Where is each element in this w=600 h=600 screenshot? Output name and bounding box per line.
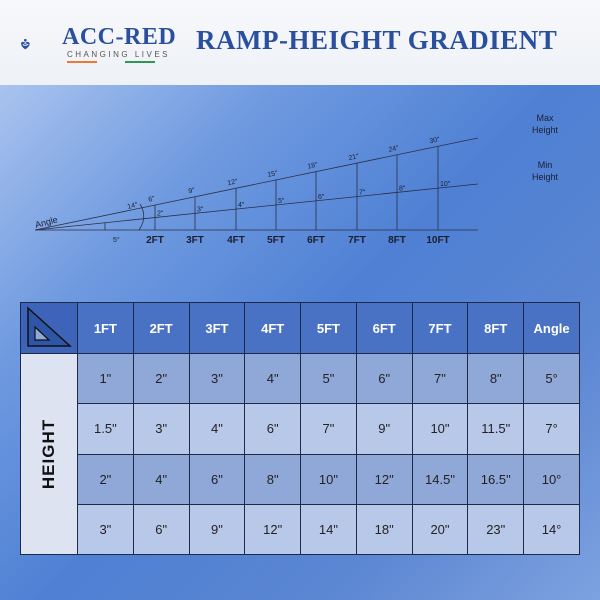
table-cell: 4" (132, 453, 190, 505)
column-header: 3FT (188, 302, 246, 354)
table-cell: 5° (523, 352, 580, 405)
max-label-line1: Max (536, 113, 554, 123)
length-label: 5FT (267, 235, 285, 246)
max-height-label: 18" (307, 162, 319, 171)
column-header: 1FT (77, 302, 134, 354)
table-cell: 9" (188, 503, 246, 556)
length-label: 8FT (388, 235, 406, 246)
max-height-label: 15" (267, 170, 279, 179)
column-header: 7FT (411, 302, 469, 354)
set-square-icon (20, 302, 78, 354)
min-angle-label: 5° (113, 236, 120, 244)
table-cell: 5" (300, 352, 357, 405)
min-height-label: 5" (278, 198, 285, 205)
max-height-label: 30" (429, 136, 441, 145)
row-header-cell: HEIGHT (20, 353, 78, 555)
table-cell: 6" (355, 352, 413, 405)
table-cell: 2" (77, 453, 134, 505)
column-header: Angle (523, 302, 580, 354)
brand-tagline: CHANGING LIVES (67, 50, 171, 59)
length-label: 10FT (426, 235, 449, 246)
table-cell: 6" (132, 503, 190, 556)
row-header-label: HEIGHT (39, 418, 58, 490)
column-header: 5FT (300, 302, 357, 354)
table-cell: 4" (244, 352, 302, 405)
length-label: 6FT (307, 235, 325, 246)
table-row: 1.5" 3" 4" 6" 7" 9" 10" 11.5" 7° (21, 403, 580, 455)
table-cell: 4" (188, 403, 246, 455)
table-cell: 7" (411, 352, 469, 405)
max-height-label: 6" (148, 195, 156, 203)
min-height-label: 6" (318, 194, 325, 201)
max-label-line2: Height (532, 125, 559, 135)
min-height-label: 10" (440, 181, 451, 188)
length-label: 7FT (348, 235, 366, 246)
table-cell: 14.5" (411, 453, 469, 505)
table-cell: 14" (300, 503, 357, 556)
length-label: 4FT (227, 235, 245, 246)
max-height-line (34, 137, 479, 231)
table-header-row: 1FT 2FT 3FT 4FT 5FT 6FT 7FT 8FT Angle (20, 302, 580, 354)
max-height-label: 9" (188, 187, 196, 195)
min-height-label: 8" (399, 185, 406, 192)
table-cell: 12" (355, 453, 413, 505)
tagline-accent-orange (67, 61, 97, 63)
table-cell: 6" (188, 453, 246, 505)
table-cell: 1.5" (77, 403, 134, 455)
table-cell: 9" (355, 403, 413, 455)
min-height-label: 3" (197, 206, 204, 213)
table-row: 2" 4" 6" 8" 10" 12" 14.5" 16.5" 10° (21, 453, 580, 505)
table-cell: 3" (188, 352, 246, 405)
ramp-height-table: 1FT 2FT 3FT 4FT 5FT 6FT 7FT 8FT Angle HE… (20, 302, 580, 556)
column-header: 8FT (467, 302, 525, 354)
table-cell: 14° (523, 503, 580, 556)
table-cell: 12" (244, 503, 302, 556)
min-label-line1: Min (538, 160, 553, 170)
table-cell: 3" (132, 403, 190, 455)
length-label: 2FT (146, 235, 164, 246)
column-header: 6FT (355, 302, 413, 354)
table-cell: 7" (300, 403, 357, 455)
table-cell: 2" (132, 352, 190, 405)
table-cell: 8" (467, 352, 525, 405)
min-height-label: 4" (238, 202, 245, 209)
min-height-label: 7" (359, 190, 366, 197)
table-cell: 10" (411, 403, 469, 455)
max-height-label: 21" (348, 153, 360, 162)
tagline-accent-green (125, 61, 155, 63)
table-row: HEIGHT 1" 2" 3" 4" 5" 6" 7" 8" 5° (20, 352, 580, 555)
max-height-label: 12" (227, 178, 239, 187)
table-cell: 8" (244, 453, 302, 505)
brand-name: ACC-RED (62, 24, 177, 50)
table-cell: 10" (300, 453, 357, 505)
brand-logo-icon (21, 38, 30, 50)
table-row: 3" 6" 9" 12" 14" 18" 20" 23" 14° (21, 503, 580, 556)
table-cell: 18" (355, 503, 413, 556)
column-header: 2FT (132, 302, 190, 354)
min-label-line2: Height (532, 172, 559, 182)
max-angle-label: 14° (126, 200, 138, 211)
ramp-diagram: 2FT 6" 2" 3FT 9" 3" 4FT 12" 4" 5FT 15" 5" 6FT 18" 6" 7F… (34, 113, 559, 246)
table-cell: 6" (244, 403, 302, 455)
min-height-line (34, 183, 479, 231)
max-angle-arc (138, 203, 145, 231)
table-cell: 20" (411, 503, 469, 556)
column-header: 4FT (244, 302, 302, 354)
table-cell: 10° (523, 453, 580, 505)
length-label: 3FT (186, 235, 204, 246)
min-height-label: 2" (157, 211, 164, 218)
table-cell: 16.5" (467, 453, 525, 505)
max-height-label: 24" (388, 145, 400, 154)
table-cell: 7° (523, 403, 580, 455)
header: ACC-RED CHANGING LIVES RAMP-HEIGHT GRADI… (0, 0, 600, 85)
table-cell: 11.5" (467, 403, 525, 455)
page-title: RAMP-HEIGHT GRADIENT (196, 25, 558, 55)
table-cell: 3" (77, 503, 134, 556)
table-cell: 23" (467, 503, 525, 556)
table-cell: 1" (77, 352, 134, 405)
